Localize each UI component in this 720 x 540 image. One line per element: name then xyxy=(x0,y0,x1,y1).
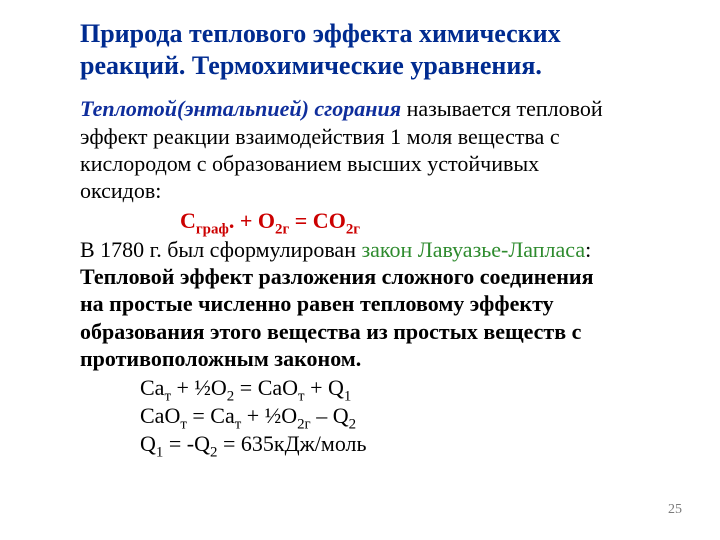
law-bold-2: на простые численно равен тепловому эффе… xyxy=(80,291,554,316)
formula-part-2: . + О xyxy=(229,208,275,233)
law-bold-1: Тепловой эффект разложения сложного соед… xyxy=(80,264,593,289)
definition-tail-1: называется тепловой xyxy=(401,96,603,121)
definition-line-2: эффект реакции взаимодействия 1 моля вещ… xyxy=(80,124,560,149)
eq3-c: = 635кДж/моль xyxy=(217,431,366,456)
slide: Природа теплового эффекта химических реа… xyxy=(0,0,720,540)
slide-body: Теплотой(энтальпией) сгорания называется… xyxy=(80,95,686,457)
formula-sub-3: 2г xyxy=(346,221,360,237)
combustion-formula: Сграф. + О2г = СО2г xyxy=(80,207,686,234)
law-paragraph: В 1780 г. был сформулирован закон Лавуаз… xyxy=(80,236,686,372)
slide-title: Природа теплового эффекта химических реа… xyxy=(80,18,686,81)
law-bold-4: противоположным законом. xyxy=(80,346,361,371)
eq2-c: + ½О xyxy=(241,403,297,428)
equation-2: СаОт = Сат + ½О2г – Q2 xyxy=(140,402,686,430)
equation-3: Q1 = -Q2 = 635кДж/моль xyxy=(140,430,686,458)
definition-line-3: кислородом с образованием высших устойчи… xyxy=(80,151,539,176)
eq3-b: = -Q xyxy=(163,431,210,456)
equations-block: Сат + ½О2 = СаОт + Q1 СаОт = Сат + ½О2г … xyxy=(80,374,686,457)
formula-sub-2: 2г xyxy=(275,221,289,237)
title-line-1: Природа теплового эффекта химических xyxy=(80,19,561,48)
formula-part-3: = СО xyxy=(289,208,346,233)
formula-sub-1: граф xyxy=(196,221,229,237)
eq1-b: + ½О xyxy=(171,375,227,400)
equation-1: Сат + ½О2 = СаОт + Q1 xyxy=(140,374,686,402)
law-bold-3: образования этого вещества из простых ве… xyxy=(80,319,581,344)
definition-line-4: оксидов: xyxy=(80,178,161,203)
eq2-a: СаО xyxy=(140,403,180,428)
eq1-c: = СаО xyxy=(234,375,298,400)
law-colon: : xyxy=(585,237,591,262)
eq1-d: + Q xyxy=(305,375,344,400)
eq3-a: Q xyxy=(140,431,156,456)
formula-part-1: С xyxy=(180,208,196,233)
eq2-d: – Q xyxy=(311,403,349,428)
eq2-b: = Са xyxy=(187,403,235,428)
page-number: 25 xyxy=(668,502,682,518)
law-intro: В 1780 г. был сформулирован xyxy=(80,237,361,262)
law-name: закон Лавуазье-Лапласа xyxy=(361,237,585,262)
definition-term: Теплотой(энтальпией) сгорания xyxy=(80,96,401,121)
definition-paragraph: Теплотой(энтальпией) сгорания называется… xyxy=(80,95,686,204)
eq1-a: Са xyxy=(140,375,164,400)
title-line-2: реакций. Термохимические уравнения. xyxy=(80,51,542,80)
